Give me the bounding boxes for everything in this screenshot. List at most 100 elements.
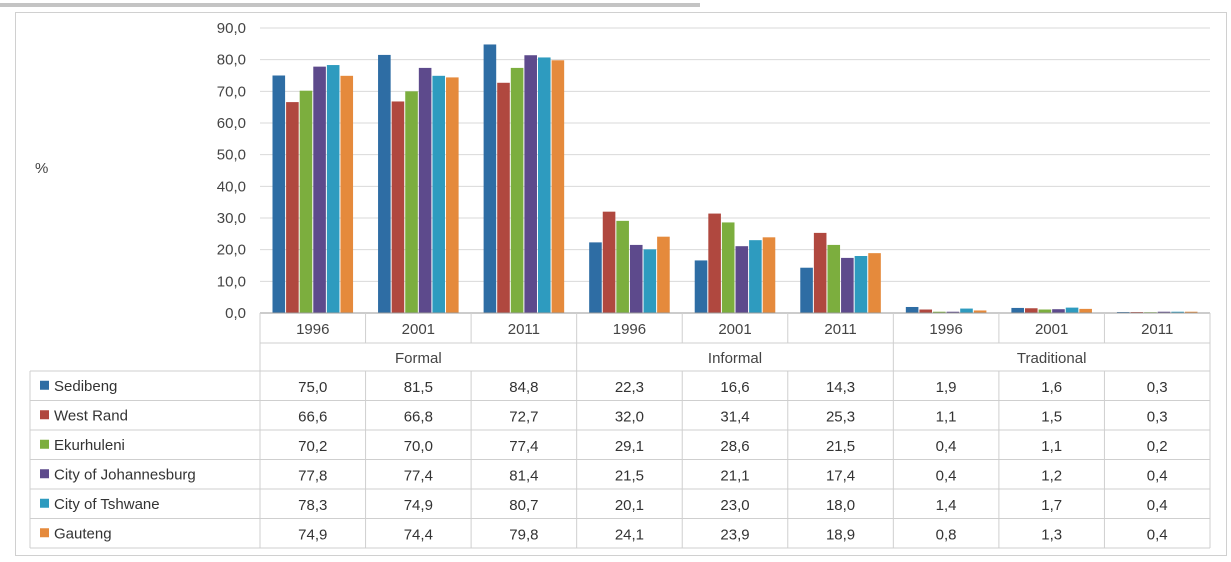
data-label: 18,9 xyxy=(826,526,855,543)
bar xyxy=(1171,311,1184,313)
data-label: 79,8 xyxy=(509,526,538,543)
data-label: 1,6 xyxy=(1041,379,1062,396)
bar xyxy=(629,244,643,313)
data-label: 1,1 xyxy=(936,408,957,425)
bar xyxy=(326,65,340,313)
bar xyxy=(551,60,565,313)
data-label: 0,2 xyxy=(1147,438,1168,455)
bar xyxy=(497,82,510,314)
bar xyxy=(391,101,405,313)
x-tick-label: 1996 xyxy=(929,321,962,338)
bar xyxy=(813,232,827,313)
data-label: 77,8 xyxy=(298,467,327,484)
data-label: 0,4 xyxy=(1147,467,1168,484)
data-label: 75,0 xyxy=(298,379,327,396)
legend-swatch xyxy=(40,469,49,479)
y-tick-label: 0,0 xyxy=(225,305,246,322)
data-label: 1,7 xyxy=(1041,497,1062,514)
data-label: 72,7 xyxy=(509,408,538,425)
bar xyxy=(854,256,868,313)
bar xyxy=(405,91,418,313)
data-label: 14,3 xyxy=(826,379,855,396)
legend-swatch xyxy=(40,380,49,390)
y-tick-label: 50,0 xyxy=(217,147,246,164)
data-label: 84,8 xyxy=(509,379,538,396)
bar xyxy=(694,260,708,313)
bar xyxy=(432,75,446,313)
data-label: 66,6 xyxy=(298,408,327,425)
data-label: 17,4 xyxy=(826,467,855,484)
data-label: 0,4 xyxy=(1147,497,1168,514)
bar xyxy=(657,236,670,313)
bar xyxy=(762,237,776,313)
data-label: 74,4 xyxy=(404,526,433,543)
y-tick-label: 80,0 xyxy=(217,52,246,69)
y-axis-label: % xyxy=(35,160,49,177)
data-label: 1,5 xyxy=(1041,408,1062,425)
bar xyxy=(378,54,391,314)
data-label: 81,5 xyxy=(404,379,433,396)
bar xyxy=(721,222,735,313)
bar xyxy=(905,306,919,313)
y-tick-label: 30,0 xyxy=(217,210,246,227)
data-label: 22,3 xyxy=(615,379,644,396)
bar xyxy=(1038,309,1052,313)
legend-label: City of Tshwane xyxy=(54,496,160,513)
data-label: 1,3 xyxy=(1041,526,1062,543)
x-tick-label: 2011 xyxy=(824,321,856,338)
bar xyxy=(313,66,326,313)
bar xyxy=(272,75,286,313)
y-tick-label: 40,0 xyxy=(217,178,246,195)
bar xyxy=(446,77,459,314)
legend-swatch xyxy=(40,528,49,538)
bar xyxy=(418,67,432,314)
bar xyxy=(960,308,973,313)
data-label: 0,3 xyxy=(1147,379,1168,396)
data-label: 31,4 xyxy=(720,408,749,425)
data-label: 74,9 xyxy=(298,526,327,543)
y-tick-label: 10,0 xyxy=(217,273,246,290)
legend-label: Ekurhuleni xyxy=(54,437,125,454)
data-label: 80,7 xyxy=(509,497,538,514)
data-label: 74,9 xyxy=(404,497,433,514)
data-label: 77,4 xyxy=(404,467,433,484)
bar xyxy=(800,267,813,313)
x-tick-label: 1996 xyxy=(296,321,329,338)
data-label: 1,9 xyxy=(936,379,957,396)
bar xyxy=(602,211,616,313)
bar xyxy=(1079,308,1092,313)
data-label: 70,0 xyxy=(404,438,433,455)
bar xyxy=(1184,311,1198,313)
data-label: 24,1 xyxy=(615,526,644,543)
x-tick-label: 2001 xyxy=(718,321,751,338)
data-label: 32,0 xyxy=(615,408,644,425)
data-label: 23,9 xyxy=(720,526,749,543)
bar xyxy=(735,246,749,313)
bar xyxy=(919,309,933,313)
bar xyxy=(510,67,524,314)
bar xyxy=(827,244,841,313)
legend-label: West Rand xyxy=(54,407,128,424)
y-tick-label: 70,0 xyxy=(217,83,246,100)
bar xyxy=(1052,309,1065,313)
x-tick-label: 2011 xyxy=(1141,321,1173,338)
bar xyxy=(616,220,629,313)
cropped-caption-strip xyxy=(0,0,1231,10)
bar xyxy=(643,249,657,313)
data-label: 70,2 xyxy=(298,438,327,455)
y-tick-label: 60,0 xyxy=(217,115,246,132)
bar xyxy=(973,310,987,313)
bar xyxy=(340,75,354,313)
bar xyxy=(589,242,602,313)
data-label: 21,1 xyxy=(720,467,749,484)
data-label: 0,3 xyxy=(1147,408,1168,425)
bar xyxy=(749,240,762,313)
data-label: 23,0 xyxy=(720,497,749,514)
data-label: 1,1 xyxy=(1041,438,1062,455)
data-label: 25,3 xyxy=(826,408,855,425)
data-label: 21,5 xyxy=(826,438,855,455)
data-label: 16,6 xyxy=(720,379,749,396)
data-label: 1,2 xyxy=(1041,467,1062,484)
data-label: 0,4 xyxy=(1147,526,1168,543)
